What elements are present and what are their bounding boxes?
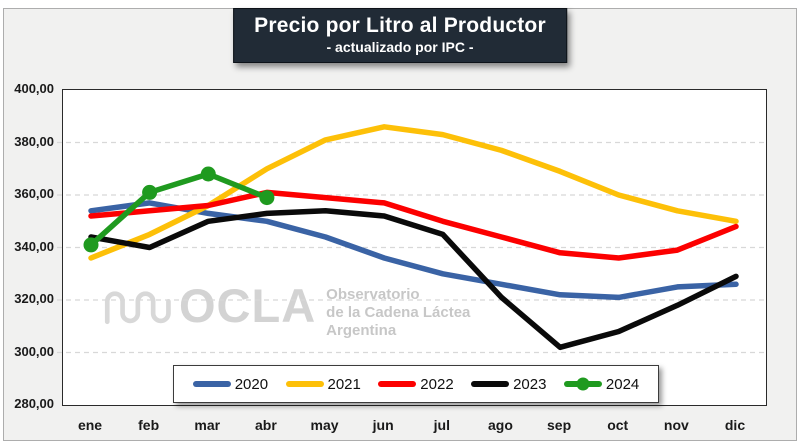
x-axis-tick-label-ene: ene <box>77 417 103 433</box>
series-marker-2024 <box>142 184 158 200</box>
legend-swatch-2024 <box>563 377 602 391</box>
chart-title-box: Precio por Litro al Productor - actualiz… <box>233 8 567 63</box>
watermark-ocla-text: OCLA <box>179 279 317 332</box>
x-axis-tick-label-sep: sep <box>547 417 572 433</box>
legend-item-2023: 2023 <box>471 376 546 393</box>
chart-legend: 2020 2021 2022 2023 2024 <box>173 365 659 403</box>
y-axis-tick-label: 400,00 <box>14 81 54 96</box>
y-axis-tick-label: 360,00 <box>14 186 54 201</box>
series-line-2024 <box>88 171 270 248</box>
legend-swatch-2020 <box>192 381 231 387</box>
y-axis-tick-label: 320,00 <box>14 291 54 306</box>
legend-item-2020: 2020 <box>192 375 269 393</box>
x-axis-tick-label-jun: jun <box>372 417 394 433</box>
legend-item-2022: 2022 <box>378 375 454 393</box>
x-axis-tick-label-oct: oct <box>607 417 629 433</box>
series-line-2023 <box>88 208 739 351</box>
y-axis-tick-label: 280,00 <box>14 396 54 411</box>
legend-marker-dot-2024 <box>576 377 590 391</box>
legend-label-2021: 2021 <box>327 375 361 393</box>
legend-swatch-2021 <box>285 381 324 387</box>
legend-swatch-2023 <box>471 381 510 387</box>
x-axis-tick-label-ago: ago <box>488 417 513 433</box>
series-marker-2024 <box>83 237 99 253</box>
legend-item-2024: 2024 <box>563 375 640 393</box>
chart-title: Precio por Litro al Productor <box>254 14 546 37</box>
legend-item-2021: 2021 <box>285 375 361 393</box>
x-axis-tick-label-feb: feb <box>138 417 160 433</box>
ocla-logo-icon <box>104 291 171 325</box>
legend-swatch-2022 <box>378 381 417 387</box>
watermark-line-3: Argentina <box>326 322 397 339</box>
x-axis-tick-label-may: may <box>310 417 339 433</box>
watermark-line-1: Observatorio <box>326 286 420 303</box>
series-marker-2024 <box>200 166 216 182</box>
x-axis-tick-label-jul: jul <box>433 417 450 433</box>
x-axis-tick-label-mar: mar <box>194 417 221 433</box>
legend-label-2020: 2020 <box>234 375 269 393</box>
legend-label-2023: 2023 <box>513 375 547 393</box>
legend-label-2022: 2022 <box>420 375 454 393</box>
watermark-description: Observatorio de la Cadena Láctea Argenti… <box>326 280 470 340</box>
chart-canvas <box>57 124 766 354</box>
watermark: OCLA Observatorio de la Cadena Láctea Ar… <box>103 280 470 340</box>
x-axis-tick-label-abr: abr <box>255 417 277 433</box>
legend-label-2024: 2024 <box>605 375 640 393</box>
series-marker-2024 <box>259 190 275 206</box>
plot-area: OCLA Observatorio de la Cadena Láctea Ar… <box>57 89 767 406</box>
y-axis-tick-label: 300,00 <box>14 343 54 359</box>
series-line-2022 <box>88 189 739 261</box>
x-axis-tick-label-dic: dic <box>724 417 746 433</box>
y-axis-tick-label: 380,00 <box>14 133 54 149</box>
chart-figure: Precio por Litro al Productor - actualiz… <box>3 8 797 441</box>
watermark-line-2: de la Cadena Láctea <box>326 304 471 321</box>
chart-subtitle: - actualizado por IPC - <box>326 39 474 55</box>
series-line-2021 <box>88 124 739 261</box>
y-axis-tick-label: 340,00 <box>14 238 54 254</box>
x-axis-tick-label-nov: nov <box>663 417 689 433</box>
